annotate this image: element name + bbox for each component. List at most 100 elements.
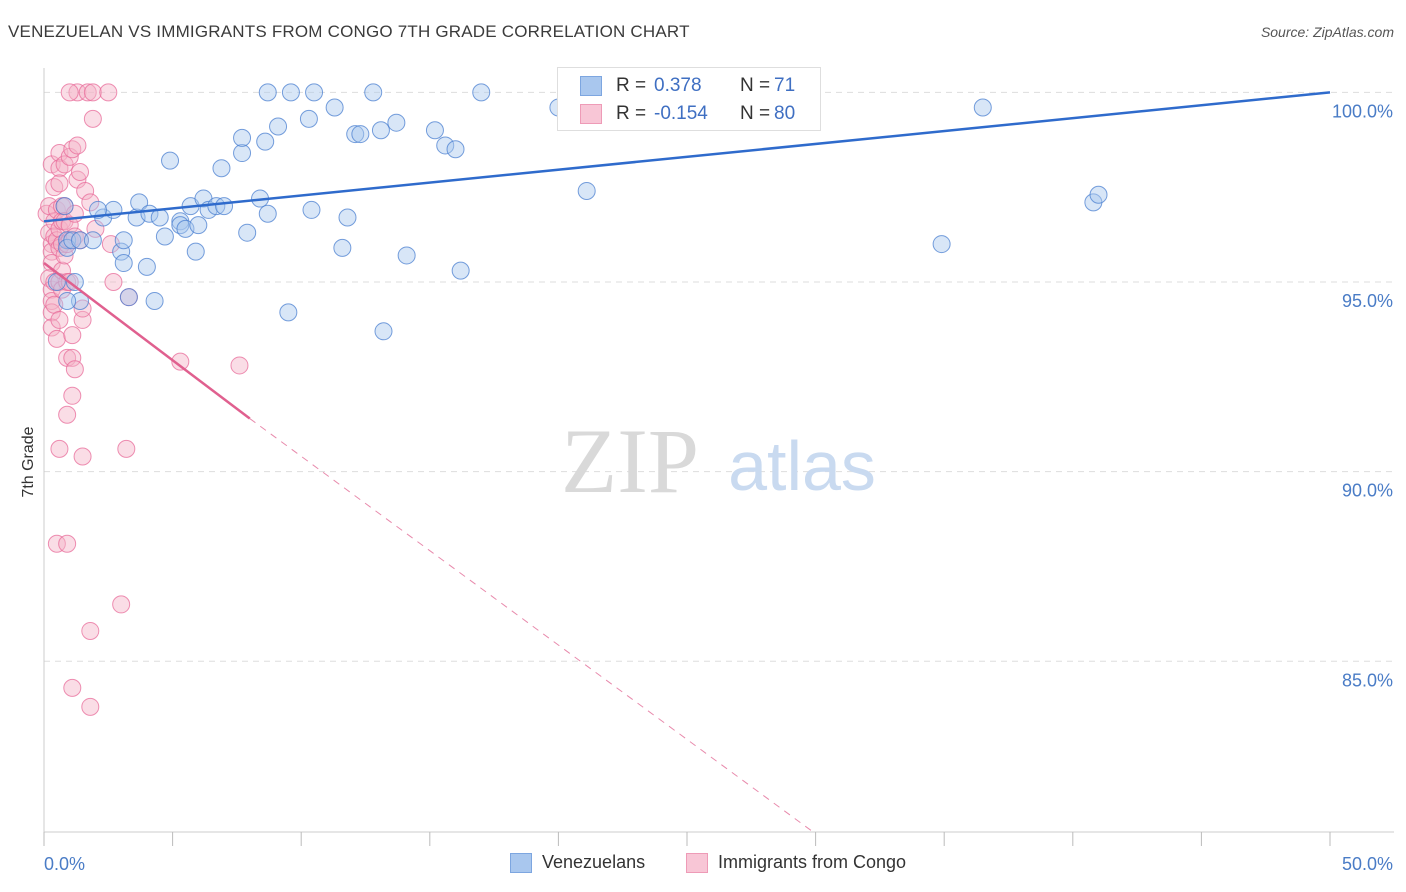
venezuelan-point [63,231,82,250]
congo-point [68,136,87,155]
legend-label-venezuelans: Venezuelans [542,852,646,872]
congo-point [83,83,102,102]
congo-point [171,352,190,371]
venezuelan-point [338,208,357,227]
legend-swatch-blue [580,76,602,96]
venezuelan-point [258,83,277,102]
axis-layer: 85.0% 90.0% 95.0% 100.0% 0.0% 50.0% [43,68,1394,874]
congo-point [42,303,61,322]
legend-label-congo: Immigrants from Congo [718,852,907,872]
y-tick-label: 90.0% [1342,481,1393,501]
venezuelan-point [387,113,406,132]
venezuelan-point [189,216,208,235]
venezuelan-point [256,132,275,151]
venezuelan-point [233,144,252,163]
y-tick-label: 85.0% [1342,670,1393,690]
congo-point [63,678,82,697]
legend-row-congo: R = -0.154 N = 80 [580,101,795,127]
congo-point [73,447,92,466]
legend-item-congo[interactable]: Immigrants from Congo [686,852,906,873]
stats-legend: R = 0.378 N = 71 R = -0.154 N = 80 [557,67,821,131]
venezuelan-point [58,291,77,310]
venezuelan-point [577,181,596,200]
congo-point [50,310,69,329]
legend-r-label: R = [616,75,647,96]
legend-r-label: R = [616,103,647,124]
congo-point [71,163,90,181]
congo-point [81,697,100,716]
venezuelan-point [137,257,156,276]
legend-n-value: 71 [774,75,796,96]
venezuelan-point [371,121,390,140]
venezuelan-point [119,288,138,307]
y-tick-label: 100.0% [1332,101,1393,121]
venezuelan-point [114,231,133,250]
venezuelan-point [281,83,300,102]
congo-point [60,216,79,235]
venezuelan-point [333,238,352,257]
venezuelan-point [65,273,84,291]
venezuelan-point [446,140,465,159]
legend-swatch-pink [580,104,602,124]
congo-point [81,193,100,212]
congo-point [104,273,123,291]
venezuelan-point [145,291,164,310]
legend-item-venezuelans[interactable]: Venezuelans [510,852,645,873]
watermark: ZIP atlas [561,410,876,512]
congo-point [42,318,61,337]
venezuelan-point [1089,185,1108,204]
venezuelan-point [325,98,344,117]
venezuelan-point [374,322,393,341]
venezuelan-point [299,109,318,128]
venezuelan-point [233,128,252,147]
congo-point [99,83,118,102]
venezuelan-point [305,83,324,102]
venezuelan-point [215,197,234,216]
y-tick-label: 95.0% [1342,291,1393,311]
x-tick-label: 0.0% [44,854,85,874]
venezuelan-point [269,117,288,136]
venezuelan-point [207,197,226,216]
venezuelan-point [346,125,365,144]
venezuelan-point [71,291,90,310]
venezuelan-point [302,200,321,219]
congo-point [81,621,100,640]
congo-point [58,405,77,424]
venezuelan-point [112,242,131,261]
venezuelan-point [932,235,951,254]
congo-point [68,83,87,102]
points-layer [37,79,1108,716]
congo-point [50,174,69,193]
legend-row-venezuelans: R = 0.378 N = 71 [580,73,795,99]
legend-n-label: N = [740,103,771,124]
venezuelan-point [238,223,257,242]
legend-n-label: N = [740,75,771,96]
venezuelan-point [150,208,169,227]
venezuelan-point [472,83,491,102]
congo-point [63,348,82,367]
venezuelan-point [364,83,383,102]
venezuelan-point [973,98,992,117]
congo-point [47,534,66,553]
congo-point [65,360,84,379]
legend-r-value: -0.154 [654,103,708,124]
congo-point [47,329,66,348]
legend-swatch-blue [510,852,532,873]
congo-point [73,299,92,318]
venezuelan-point [436,136,455,155]
venezuelan-point [58,231,77,250]
chart-source: Source: ZipAtlas.com [1260,24,1394,40]
congo-point [60,83,79,102]
legend-swatch-pink [686,852,708,873]
congo-point [117,439,136,458]
venezuelan-point [114,254,133,273]
venezuelan-point [161,151,180,170]
congo-trendline [43,262,251,420]
venezuelan-point [71,231,90,250]
congo-point [83,109,102,128]
venezuelan-point [83,231,102,250]
trend-layer [43,91,1331,833]
congo-point [230,356,249,375]
congo-point [63,386,82,405]
congo-point [78,83,97,102]
